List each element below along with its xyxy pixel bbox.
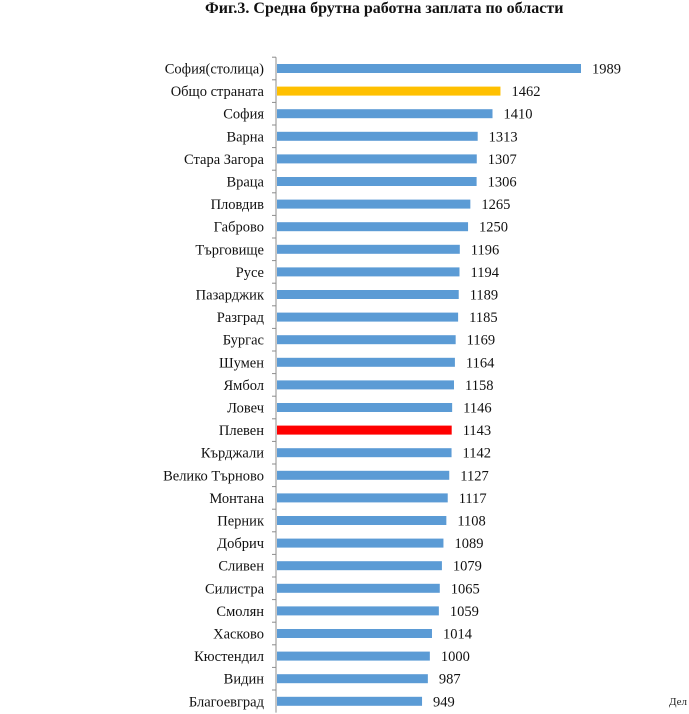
value-label: 1158: [465, 378, 493, 394]
value-label: 1143: [463, 423, 491, 439]
category-label: Габрово: [214, 220, 264, 236]
category-label: Разград: [217, 310, 265, 326]
bar: [277, 470, 450, 480]
bar: [277, 312, 459, 322]
value-label: 1108: [457, 514, 485, 530]
bar: [277, 425, 452, 435]
category-label: Стара Загора: [184, 152, 265, 168]
category-label: Кюстендил: [194, 649, 264, 665]
value-label: 1307: [488, 152, 517, 168]
bar: [277, 493, 448, 503]
category-label: Ямбол: [223, 378, 264, 394]
category-label: Хасково: [213, 627, 264, 643]
bar: [277, 244, 460, 254]
value-label: 1462: [511, 84, 540, 100]
category-label: Добрич: [217, 536, 264, 552]
bar: [277, 674, 428, 684]
bar: [277, 131, 478, 141]
category-label: Бургас: [223, 333, 264, 349]
value-label: 1000: [441, 649, 470, 665]
category-label: Плевен: [219, 423, 264, 439]
value-label: 987: [439, 672, 461, 688]
category-label: Ловеч: [227, 401, 264, 417]
value-label: 1014: [443, 627, 473, 643]
value-label: 1146: [463, 401, 491, 417]
value-label: 1059: [450, 604, 479, 620]
category-label: Кърджали: [201, 446, 264, 462]
category-labels-group: София(столица) Общо страната София Варна Ста…: [163, 62, 265, 711]
bar: [277, 448, 452, 458]
chart-title: Фиг.3. Средна брутна работна заплата по …: [205, 0, 564, 17]
category-label: Перник: [217, 514, 265, 530]
value-label: 1079: [453, 559, 482, 575]
bar: [277, 335, 456, 345]
category-label: Варна: [226, 129, 264, 145]
value-label: 1142: [463, 446, 491, 462]
bar: [277, 86, 501, 96]
value-label: 1169: [467, 333, 495, 349]
bar: [277, 629, 432, 638]
category-label: Благоевград: [189, 694, 265, 710]
value-label: 1194: [470, 265, 499, 281]
value-label: 1117: [459, 491, 487, 507]
category-label: Монтана: [209, 491, 264, 507]
category-label: Търговище: [195, 242, 264, 258]
value-label: 1196: [471, 242, 499, 258]
value-label: 1313: [489, 129, 518, 145]
bar: [277, 380, 454, 390]
category-label: Враца: [226, 175, 264, 191]
bar: [277, 222, 469, 232]
value-label: 1265: [481, 197, 510, 213]
bar: [277, 154, 477, 164]
value-label: 1185: [469, 310, 497, 326]
category-label: София(столица): [165, 62, 264, 78]
value-label: 1410: [504, 107, 533, 123]
bar: [277, 177, 477, 186]
value-label: 1164: [466, 355, 495, 371]
category-label: Сливен: [218, 559, 264, 575]
bar: [277, 516, 447, 525]
category-label: Пловдив: [211, 197, 265, 213]
category-label: Видин: [224, 672, 265, 688]
value-label: 1989: [592, 62, 621, 78]
bar: [277, 64, 581, 73]
bar: [277, 538, 444, 548]
value-label: 1065: [451, 581, 480, 597]
bar: [277, 583, 440, 593]
bar: [277, 199, 471, 209]
bar: [277, 696, 423, 706]
bar: [277, 109, 493, 119]
category-label: Велико Търново: [163, 468, 264, 484]
bars-group: [272, 56, 581, 706]
bar: [277, 357, 455, 367]
category-label: Шумен: [219, 355, 264, 371]
category-label: Пазарджик: [196, 288, 265, 304]
value-labels-group: 1989 1462 1410 1313 1307 1306 1265 1250 1196 1194…: [433, 62, 621, 711]
value-label: 1127: [460, 468, 488, 484]
category-label: Русе: [236, 265, 264, 281]
bar: [277, 403, 453, 412]
category-label: Общо страната: [171, 84, 265, 100]
value-label: 1306: [488, 175, 517, 191]
value-label: 949: [433, 694, 455, 710]
bar: [277, 267, 460, 277]
value-label: 1189: [470, 288, 498, 304]
bar: [277, 561, 442, 571]
category-label: Силистра: [205, 581, 265, 597]
bar: [277, 651, 430, 661]
category-label: Смолян: [216, 604, 264, 620]
bar: [277, 606, 439, 616]
bar: [277, 290, 459, 299]
category-label: София: [223, 107, 264, 123]
value-label: 1089: [454, 536, 483, 552]
truncated-note: Дел: [669, 696, 688, 708]
value-label: 1250: [479, 220, 508, 236]
